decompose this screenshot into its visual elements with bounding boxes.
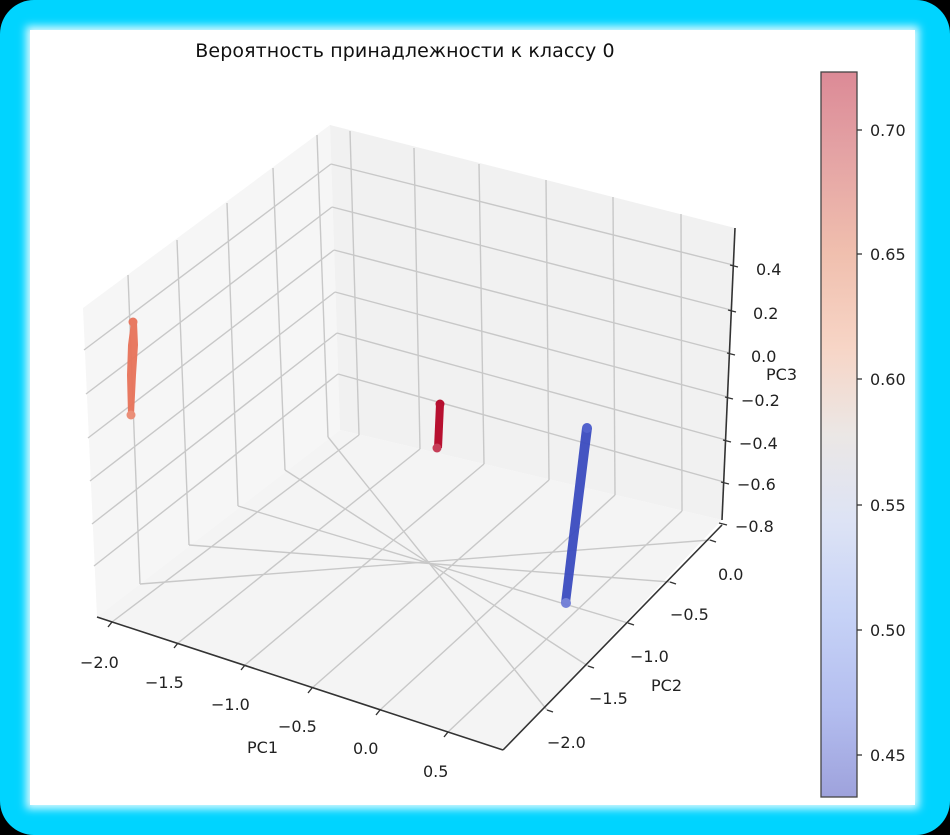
pc2-tick-labels: 0.0 −0.5 −1.0 −1.5 −2.0 xyxy=(547,565,743,752)
data-points xyxy=(126,317,592,608)
axes xyxy=(96,227,736,751)
svg-text:0.5: 0.5 xyxy=(423,762,448,781)
svg-text:−1.0: −1.0 xyxy=(630,647,669,666)
pc3-tick-labels: 0.4 0.2 0.0 −0.2 −0.4 −0.6 −0.8 xyxy=(735,260,781,536)
svg-text:−0.6: −0.6 xyxy=(737,475,776,494)
svg-text:−0.4: −0.4 xyxy=(739,434,778,453)
colorbar: 0.70 0.65 0.60 0.55 0.50 0.45 xyxy=(820,71,906,798)
svg-text:0.0: 0.0 xyxy=(353,739,378,758)
colorbar-tick: 0.70 xyxy=(870,121,906,140)
colorbar-tick: 0.65 xyxy=(870,245,906,264)
pc2-axis-label: PC2 xyxy=(651,676,682,695)
colorbar-tick: 0.60 xyxy=(870,370,906,389)
svg-text:−0.5: −0.5 xyxy=(278,717,317,736)
chart-title: Вероятность принадлежности к классу 0 xyxy=(195,40,615,62)
svg-text:−1.5: −1.5 xyxy=(145,673,184,692)
svg-text:−1.0: −1.0 xyxy=(211,695,250,714)
back-pane xyxy=(330,125,735,520)
svg-text:0.0: 0.0 xyxy=(751,347,776,366)
svg-text:−2.0: −2.0 xyxy=(80,653,119,672)
svg-text:−0.5: −0.5 xyxy=(670,605,709,624)
svg-text:−2.0: −2.0 xyxy=(547,733,586,752)
pc3-axis-line xyxy=(721,227,736,521)
svg-text:0.0: 0.0 xyxy=(718,565,743,584)
pc1-axis-line xyxy=(96,616,504,751)
svg-text:−0.2: −0.2 xyxy=(741,391,780,410)
grid-left xyxy=(83,134,339,585)
svg-text:−0.8: −0.8 xyxy=(735,517,774,536)
grid-floor xyxy=(111,434,711,733)
grid-back xyxy=(330,130,734,512)
cluster-orange xyxy=(126,317,138,420)
svg-text:0.4: 0.4 xyxy=(756,260,781,279)
pc1-tick-labels: −2.0 −1.5 −1.0 −0.5 0.0 0.5 xyxy=(80,653,448,781)
cluster-blue xyxy=(561,423,592,608)
tick-marks xyxy=(107,264,739,738)
svg-text:0.2: 0.2 xyxy=(753,304,778,323)
colorbar-tick: 0.50 xyxy=(870,621,906,640)
cluster-red xyxy=(432,399,445,453)
pc2-axis-line xyxy=(502,524,723,751)
svg-text:−1.5: −1.5 xyxy=(589,689,628,708)
colorbar-tick: 0.45 xyxy=(870,746,906,765)
pc1-axis-label: PC1 xyxy=(247,738,278,757)
pc3-axis-label: PC3 xyxy=(766,365,797,384)
colorbar-tick: 0.55 xyxy=(870,496,906,515)
